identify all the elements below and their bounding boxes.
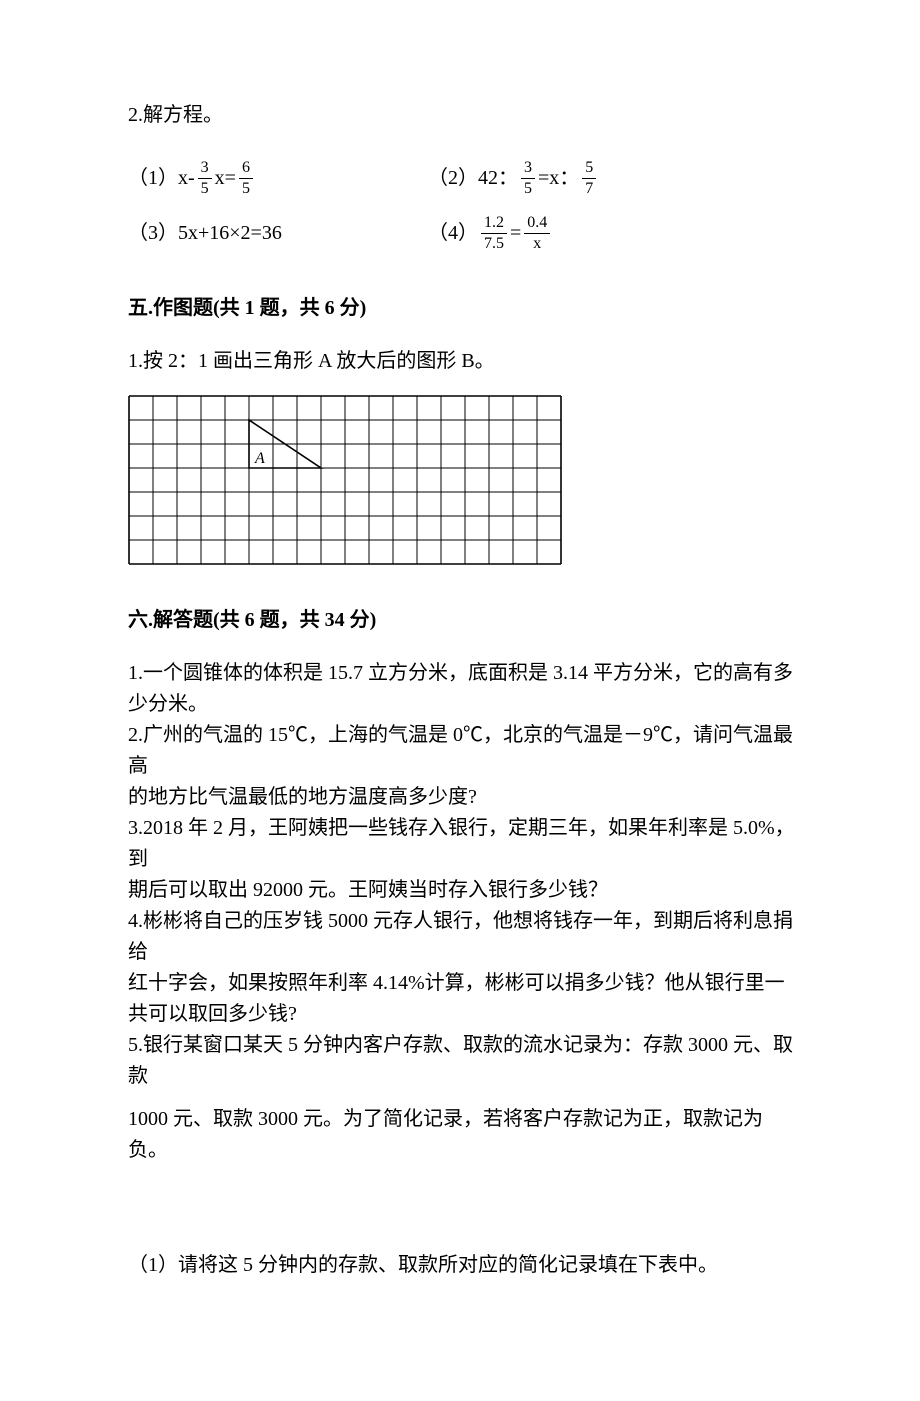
equations-row-2: （3）5x+16×2=36 （4） 1.2 7.5 = 0.4 x <box>128 214 800 253</box>
eq3-text: （3）5x+16×2=36 <box>128 218 282 249</box>
equation-1: （1）x- 3 5 x= 6 5 <box>128 159 428 198</box>
numerator: 6 <box>240 159 252 177</box>
fraction-bar <box>481 233 507 234</box>
equations-row-1: （1）x- 3 5 x= 6 5 （2）42： 3 5 =x： 5 7 <box>128 159 800 198</box>
fraction-bar <box>521 178 535 179</box>
equation-3: （3）5x+16×2=36 <box>128 218 428 249</box>
word-problems: 1.一个圆锥体的体积是 15.7 立方分米，底面积是 3.14 平方分米，它的高… <box>128 658 800 1281</box>
wp-line-8: 红十字会，如果按照年利率 4.14%计算，彬彬可以捐多少钱？他从银行里一 <box>128 968 800 999</box>
fraction-0p4-x: 0.4 x <box>524 214 550 253</box>
solve-equations-title: 2.解方程。 <box>128 100 800 131</box>
eq2-prefix: （2）42： <box>428 163 518 194</box>
fraction-bar <box>582 178 596 179</box>
eq1-prefix: （1）x- <box>128 163 195 194</box>
wp-line-1: 1.一个圆锥体的体积是 15.7 立方分米，底面积是 3.14 平方分米，它的高… <box>128 658 800 689</box>
section-5-q1: 1.按 2：1 画出三角形 A 放大后的图形 B。 <box>128 346 800 377</box>
grid-svg: A <box>128 395 562 565</box>
eq1-mid: x= <box>215 163 236 194</box>
denominator: 5 <box>522 180 534 198</box>
fraction-1p2-7p5: 1.2 7.5 <box>481 214 507 253</box>
denominator: 5 <box>240 180 252 198</box>
wp-line-2: 少分米。 <box>128 689 800 720</box>
svg-text:A: A <box>254 450 265 467</box>
fraction-bar <box>524 233 550 234</box>
fraction-6-5: 6 5 <box>239 159 253 198</box>
denominator: 7 <box>583 180 595 198</box>
fraction-bar <box>198 178 212 179</box>
section-5-title: 五.作图题(共 1 题，共 6 分) <box>128 293 800 324</box>
wp-line-10: 5.银行某窗口某天 5 分钟内客户存款、取款的流水记录为：存款 3000 元、取… <box>128 1030 800 1092</box>
wp-line-6: 期后可以取出 92000 元。王阿姨当时存入银行多少钱？ <box>128 875 800 906</box>
fraction-3-5: 3 5 <box>198 159 212 198</box>
wp-line-12: （1）请将这 5 分钟内的存款、取款所对应的简化记录填在下表中。 <box>128 1250 800 1281</box>
wp-line-3: 2.广州的气温的 15℃，上海的气温是 0℃，北京的气温是－9℃，请问气温最高 <box>128 720 800 782</box>
wp-line-7: 4.彬彬将自己的压岁钱 5000 元存人银行，他想将钱存一年，到期后将利息捐给 <box>128 906 800 968</box>
eq4-equals: = <box>510 218 521 249</box>
section-6-title: 六.解答题(共 6 题，共 34 分) <box>128 605 800 636</box>
denominator: x <box>531 235 543 253</box>
equation-2: （2）42： 3 5 =x： 5 7 <box>428 159 599 198</box>
eq4-prefix: （4） <box>428 218 478 249</box>
equation-4: （4） 1.2 7.5 = 0.4 x <box>428 214 553 253</box>
numerator: 5 <box>583 159 595 177</box>
wp-line-9: 共可以取回多少钱? <box>128 999 800 1030</box>
eq2-mid: =x： <box>538 163 579 194</box>
numerator: 0.4 <box>525 214 549 232</box>
numerator: 1.2 <box>482 214 506 232</box>
numerator: 3 <box>522 159 534 177</box>
fraction-3-5b: 3 5 <box>521 159 535 198</box>
drawing-grid: A <box>128 395 800 565</box>
fraction-5-7: 5 7 <box>582 159 596 198</box>
wp-line-5: 3.2018 年 2 月，王阿姨把一些钱存入银行，定期三年，如果年利率是 5.0… <box>128 813 800 875</box>
denominator: 5 <box>199 180 211 198</box>
fraction-bar <box>239 178 253 179</box>
wp-line-11: 1000 元、取款 3000 元。为了简化记录，若将客户存款记为正，取款记为负。 <box>128 1104 800 1166</box>
wp-line-4: 的地方比气温最低的地方温度高多少度? <box>128 782 800 813</box>
numerator: 3 <box>199 159 211 177</box>
denominator: 7.5 <box>482 235 506 253</box>
